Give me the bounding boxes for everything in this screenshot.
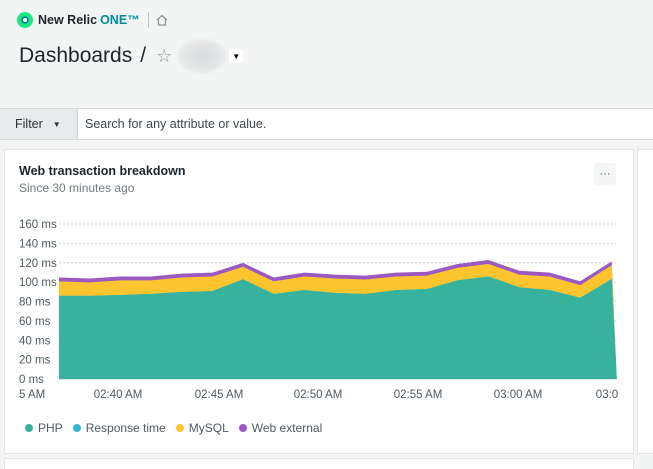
- line-php: [59, 276, 617, 380]
- widget-subtitle: Since 30 minutes ago: [19, 181, 135, 195]
- filter-bar: Filter ▼: [0, 108, 653, 140]
- breadcrumb: Dashboards / ☆ ▼: [19, 39, 244, 73]
- filter-button[interactable]: Filter ▼: [0, 109, 78, 139]
- area-mysql: [59, 264, 616, 379]
- legend-label-response-time: Response time: [85, 421, 166, 435]
- new-relic-logo-icon[interactable]: [17, 12, 33, 28]
- widget-card: Web transaction breakdown Since 30 minut…: [4, 149, 634, 454]
- x-tick-label: 02:45 AM: [195, 389, 244, 401]
- y-tick-label: 100 ms: [19, 277, 57, 289]
- home-icon[interactable]: [155, 13, 169, 27]
- y-tick-label: 140 ms: [19, 238, 57, 250]
- legend-item-php[interactable]: PHP: [25, 421, 63, 435]
- page-title[interactable]: Dashboards: [19, 44, 133, 67]
- y-tick-label: 0 ms: [19, 374, 44, 386]
- y-tick-label: 80 ms: [19, 297, 51, 309]
- legend-item-web-external[interactable]: Web external: [238, 421, 323, 435]
- lower-widget-card: [4, 458, 634, 469]
- x-tick-label: 5 AM: [19, 389, 45, 401]
- chevron-down-icon[interactable]: ▼: [229, 49, 244, 63]
- legend-label-mysql: MySQL: [188, 421, 229, 435]
- x-tick-label: 03:00 AM: [494, 389, 543, 401]
- y-tick-label: 160 ms: [19, 219, 57, 231]
- filter-search-input[interactable]: [78, 109, 653, 139]
- x-tick-label: 03:0: [596, 389, 618, 401]
- legend-dot-mysql: [175, 424, 184, 432]
- legend-dot-response-time: [72, 424, 81, 432]
- filter-button-label: Filter: [15, 117, 43, 131]
- area-php: [59, 277, 616, 379]
- breadcrumb-separator: /: [140, 44, 147, 67]
- y-tick-label: 40 ms: [19, 335, 51, 347]
- chevron-down-icon: ▼: [52, 119, 61, 129]
- y-tick-label: 20 ms: [19, 355, 51, 367]
- legend-label-web-external: Web external: [251, 421, 323, 435]
- widget-title: Web transaction breakdown: [19, 164, 186, 178]
- nav-divider: [147, 12, 149, 28]
- brand-suffix[interactable]: ONE™: [100, 13, 140, 27]
- legend-item-mysql[interactable]: MySQL: [175, 421, 229, 435]
- line-web-external: [58, 260, 617, 380]
- y-tick-label: 60 ms: [19, 316, 51, 328]
- brand-name[interactable]: New Relic: [38, 13, 98, 27]
- next-widget-card: [637, 149, 653, 454]
- more-options-button[interactable]: ···: [594, 163, 616, 185]
- legend-label-php: PHP: [38, 421, 63, 435]
- legend-dot-web-external: [238, 424, 247, 432]
- legend-dot-php: [25, 424, 33, 432]
- top-nav: New Relic ONE™: [0, 0, 653, 40]
- x-tick-label: 02:50 AM: [294, 389, 343, 401]
- x-tick-label: 02:40 AM: [94, 389, 143, 401]
- star-icon[interactable]: ☆: [156, 45, 173, 66]
- y-tick-label: 120 ms: [19, 258, 57, 270]
- legend-item-response-time[interactable]: Response time: [72, 421, 166, 435]
- chart-legend: PHP Response time MySQL Web external: [25, 421, 332, 435]
- redacted-dashboard-name: [178, 39, 227, 73]
- web-transaction-chart[interactable]: 0 ms 20 ms 40 ms 60 ms 80 ms 100 ms 120 ms 140 …: [5, 150, 635, 455]
- x-tick-label: 02:55 AM: [394, 389, 443, 401]
- line-mysql: [58, 263, 617, 380]
